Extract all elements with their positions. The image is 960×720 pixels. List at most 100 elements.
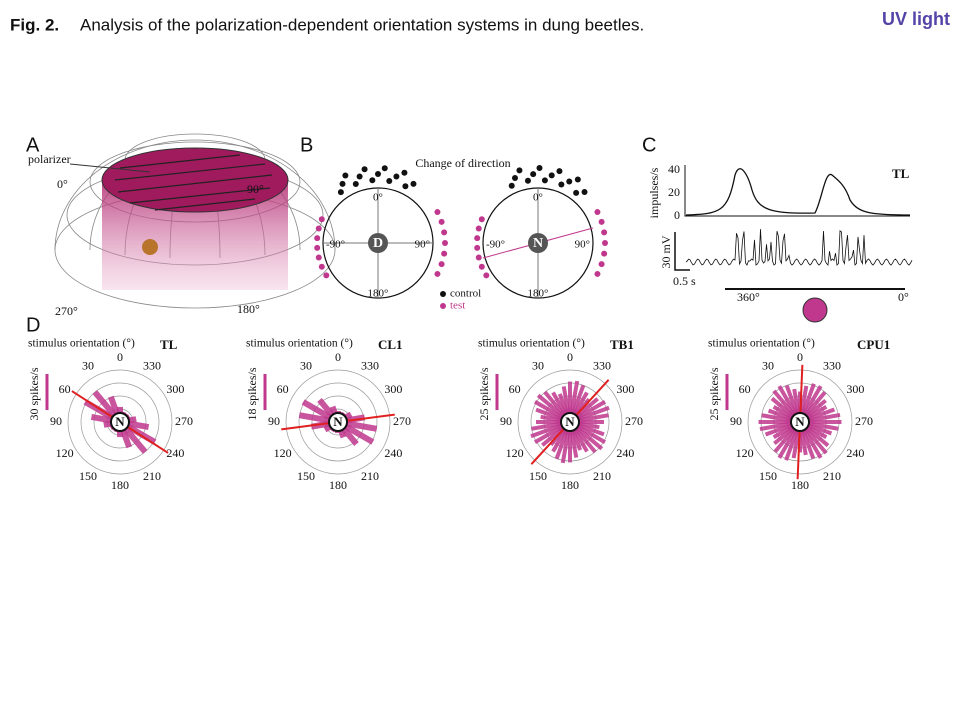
plot-title: stimulus orientation (°) (478, 338, 585, 350)
dot (475, 254, 482, 261)
angle-label: 120 (736, 446, 754, 460)
angle-label: 0° (57, 177, 68, 191)
panel-label: A (26, 134, 40, 156)
panel-a: A polarizer 0° 90° 270° 180° (26, 133, 336, 318)
angle-label: 60 (59, 382, 71, 396)
angle-label: 180 (329, 478, 347, 492)
polar-ring (298, 382, 378, 462)
angle-label: 210 (361, 469, 379, 483)
angle-label: 240 (384, 446, 402, 460)
angle-label: 90 (50, 414, 62, 428)
polar-ring (93, 395, 147, 449)
dot (598, 218, 605, 225)
angle-label: 180° (368, 288, 389, 300)
center-label: N (795, 414, 805, 429)
angle-label: -90° (326, 239, 345, 251)
angle-label: 120 (274, 446, 292, 460)
fig-title: Analysis of the polarization-dependent o… (80, 15, 644, 34)
dot (442, 240, 448, 246)
dot (318, 216, 325, 223)
dot (438, 261, 445, 268)
angle-label: 270 (855, 414, 873, 428)
dot (601, 250, 608, 257)
angle-label: 270 (175, 414, 193, 428)
angle-label: 120 (56, 446, 74, 460)
dot (483, 272, 490, 279)
angle-label: 330 (823, 358, 841, 372)
y-tick-label: 0 (674, 208, 680, 222)
center-icon (790, 412, 810, 432)
angle-label: 270 (393, 414, 411, 428)
dot (573, 189, 580, 196)
angle-label: 150 (79, 469, 97, 483)
dot (339, 180, 346, 187)
dot (478, 216, 485, 223)
dot (511, 174, 518, 181)
angle-label: 150 (529, 469, 547, 483)
dot (315, 225, 322, 232)
angle-label: 30 (300, 358, 312, 372)
center-icon (110, 412, 130, 432)
angle-label: 270° (55, 304, 78, 318)
angle-label: 30 (82, 358, 94, 372)
cell-name: CPU1 (857, 337, 890, 352)
angle-label: 90° (415, 239, 430, 251)
dot (393, 173, 400, 180)
angle-label: 0° (898, 290, 909, 304)
dot (402, 183, 409, 190)
dot (375, 171, 381, 177)
angle-label: 300 (616, 382, 634, 396)
panel-d: D stimulus orientation (°) TL 30 spikes/s N… (26, 314, 890, 491)
dot (369, 177, 376, 184)
angle-label: 270 (625, 414, 643, 428)
dot (598, 261, 605, 268)
angle-label: 300 (166, 382, 184, 396)
angle-label: 60 (739, 382, 751, 396)
dot (434, 209, 441, 216)
angle-label: 0 (335, 350, 341, 364)
angle-label: 360° (737, 290, 760, 304)
dot (434, 270, 441, 277)
fig-label: Fig. 2. (10, 15, 59, 34)
dot (356, 173, 363, 180)
dot (337, 189, 344, 196)
polarizer (101, 147, 289, 213)
angle-label: 0 (797, 350, 803, 364)
angle-label: 150 (297, 469, 315, 483)
panel-label: D (26, 314, 40, 336)
legend-label: test (450, 300, 465, 312)
polar-ring (517, 369, 623, 475)
plot-title: stimulus orientation (°) (246, 338, 353, 350)
center-label: N (565, 414, 575, 429)
dot (410, 180, 417, 187)
plot-title: stimulus orientation (°) (28, 338, 135, 350)
cell-name: TL (160, 337, 178, 352)
angle-label: 300 (384, 382, 402, 396)
dot (314, 235, 321, 242)
angle-label: 180° (528, 288, 549, 300)
dot (315, 254, 322, 261)
stimulus-icon (802, 297, 828, 323)
dot (438, 218, 445, 225)
dot (536, 165, 543, 172)
polar-ring (67, 369, 173, 475)
dot (401, 169, 408, 176)
scale-label: 30 mV (659, 235, 673, 268)
panel-label: C (642, 134, 656, 156)
dot (566, 178, 573, 185)
angle-label: 240 (166, 446, 184, 460)
dot (574, 176, 581, 183)
cell-name: CL1 (378, 337, 403, 352)
dot (581, 189, 588, 196)
angle-label: 330 (361, 358, 379, 372)
angle-label: 60 (277, 382, 289, 396)
cell-name: TL (892, 166, 910, 181)
angle-label: 30 (762, 358, 774, 372)
angle-label: 180° (237, 302, 260, 316)
center-label: N (533, 236, 543, 251)
polar-ring (747, 369, 853, 475)
dot (558, 181, 565, 188)
dot (541, 177, 548, 184)
angle-label: 90 (730, 414, 742, 428)
